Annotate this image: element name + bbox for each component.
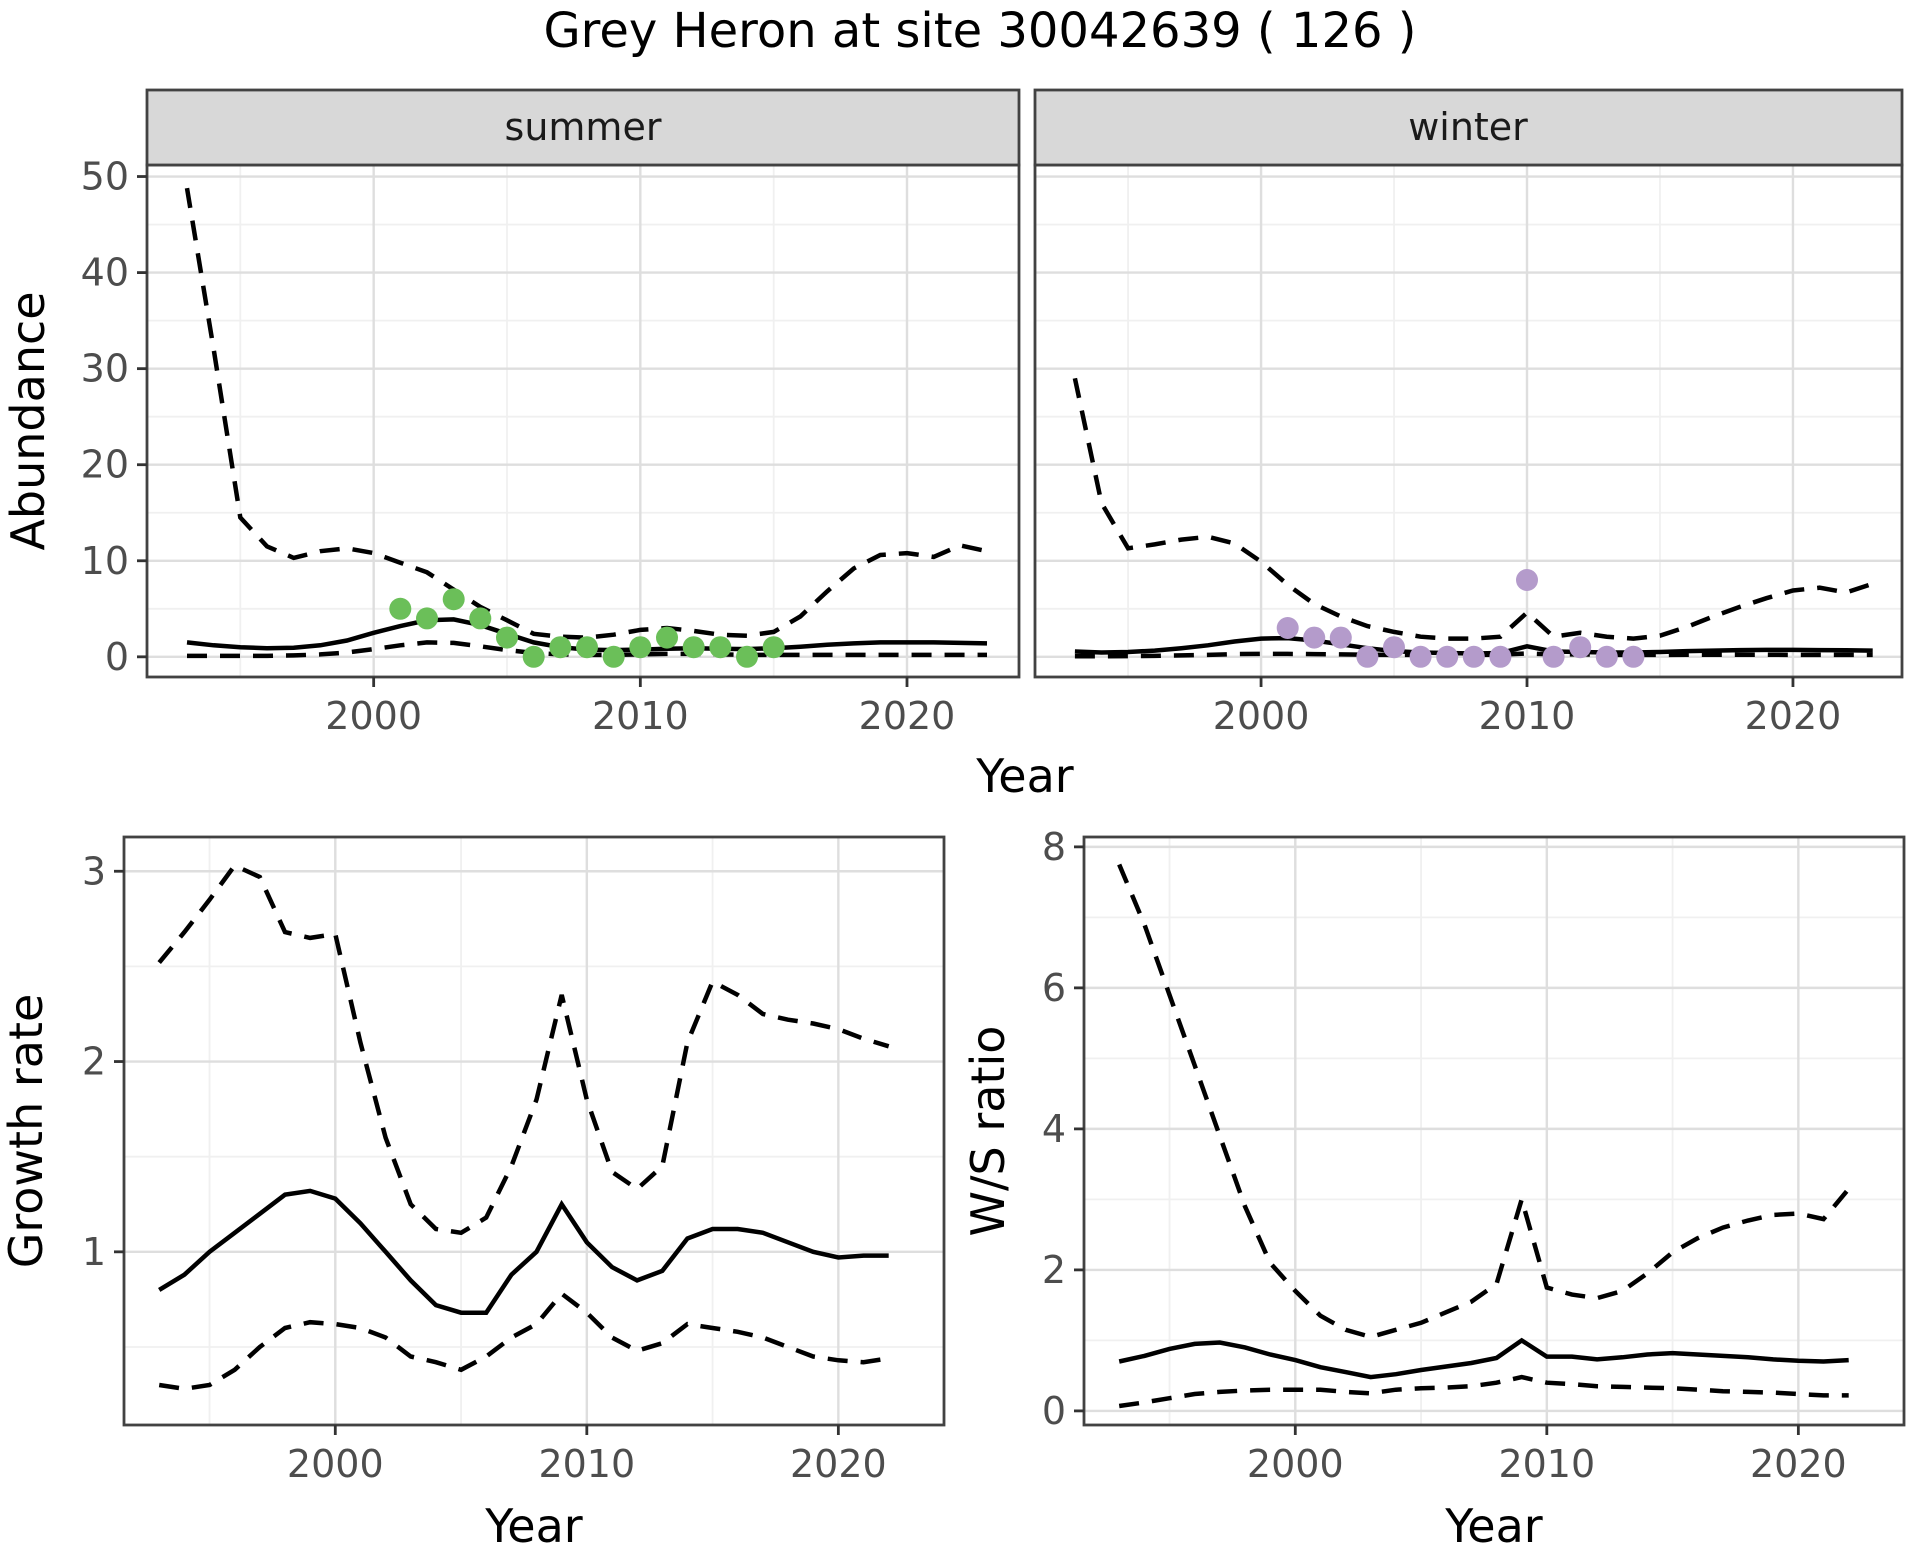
- obs-point-summer: [469, 607, 492, 630]
- x-tick-label: 2010: [1479, 694, 1576, 738]
- obs-point-summer: [682, 636, 705, 659]
- x-tick-label: 2020: [790, 1442, 887, 1486]
- obs-point-summer: [496, 626, 518, 649]
- series-upper_95ci-winter: [1072, 377, 1874, 641]
- facet-strip-summer: [145, 88, 1021, 167]
- series-lower_95ci-growth_rate: [158, 1290, 890, 1392]
- obs-point-winter: [1462, 645, 1485, 668]
- figure-title: Grey Heron at site 30042639 ( 126 ): [543, 3, 1416, 59]
- series-upper_95ci-summer: [184, 187, 988, 640]
- obs-point-summer: [736, 645, 758, 668]
- obs-point-summer: [656, 626, 678, 649]
- y-tick-label: 0: [105, 635, 129, 679]
- obs-point-winter: [1409, 645, 1432, 668]
- obs-point-winter: [1303, 626, 1326, 649]
- panel-border: [1082, 835, 1906, 1427]
- obs-point-winter: [1622, 645, 1645, 668]
- obs-point-summer: [602, 645, 625, 668]
- obs-point-winter: [1595, 645, 1618, 668]
- obs-point-summer: [709, 636, 732, 659]
- x-tick-label: 2020: [859, 694, 956, 738]
- panel-background: [1035, 165, 1902, 677]
- obs-point-winter: [1542, 645, 1565, 668]
- panel-background: [124, 837, 944, 1425]
- panel-ws_ratio: 2000 2010 2020 0 2 4 6 8: [1042, 825, 1906, 1486]
- obs-point-summer: [549, 636, 572, 659]
- obs-point-summer: [442, 588, 465, 611]
- obs-point-summer: [762, 636, 785, 659]
- obs-point-summer: [576, 636, 598, 659]
- obs-point-summer: [416, 607, 438, 630]
- y-tick-label: 20: [81, 443, 129, 487]
- x-tick-label: 2000: [287, 1442, 384, 1486]
- y-axis-title-abundance: Abundance: [1, 291, 55, 550]
- y-axis-title-ws-ratio: W/S ratio: [961, 1026, 1015, 1237]
- y-axis-title-growth-rate: Growth rate: [0, 994, 53, 1269]
- y-tick-label: 6: [1042, 966, 1066, 1010]
- obs-point-winter: [1329, 626, 1352, 649]
- y-tick-label: 2: [82, 1040, 106, 1084]
- panel-background: [147, 165, 1019, 677]
- obs-point-summer: [629, 636, 652, 659]
- series-fit-growth_rate: [158, 1188, 889, 1315]
- y-tick-label: 1: [82, 1230, 106, 1274]
- y-tick-label: 4: [1042, 1107, 1066, 1151]
- series-upper_95ci-growth_rate: [157, 862, 890, 1236]
- x-axis-title-top-year: Year: [975, 749, 1073, 803]
- facet-strip-winter: [1033, 88, 1904, 167]
- panel-summer: 2000 2010 2020 0 10 20 30 40 50: [81, 88, 1021, 738]
- panel-background: [1084, 837, 1904, 1425]
- x-tick-label: 2010: [592, 694, 689, 738]
- facet-strip-label-winter: winter: [1408, 105, 1528, 149]
- x-tick-label: 2020: [1750, 1442, 1847, 1486]
- series-upper_95ci-ws_ratio: [1117, 863, 1851, 1340]
- y-tick-label: 0: [1042, 1389, 1066, 1433]
- obs-point-winter: [1356, 645, 1379, 668]
- obs-point-winter: [1569, 636, 1592, 659]
- panel-winter: 2000 2010 2020: [1033, 88, 1904, 738]
- obs-point-winter: [1489, 645, 1512, 668]
- y-tick-label: 2: [1042, 1248, 1066, 1292]
- x-tick-label: 2010: [538, 1442, 635, 1486]
- facet-strip-label-summer: summer: [505, 105, 662, 149]
- obs-point-winter: [1276, 617, 1299, 639]
- panel-growth_rate: 2000 2010 2020 1 2 3: [82, 835, 946, 1486]
- series-lower_95ci-ws_ratio: [1118, 1374, 1849, 1409]
- x-tick-label: 2000: [1247, 1442, 1344, 1486]
- y-tick-label: 50: [81, 155, 129, 199]
- x-tick-label: 2010: [1498, 1442, 1595, 1486]
- y-tick-label: 8: [1042, 825, 1066, 869]
- y-tick-label: 10: [81, 539, 129, 583]
- obs-point-winter: [1383, 636, 1405, 659]
- x-axis-title-growth-year: Year: [484, 1499, 582, 1553]
- x-tick-label: 2000: [325, 694, 422, 738]
- obs-point-winter: [1436, 645, 1459, 668]
- x-axis-title-ws-year: Year: [1444, 1499, 1542, 1553]
- obs-point-summer: [389, 597, 412, 620]
- y-tick-label: 40: [81, 251, 129, 295]
- obs-point-winter: [1516, 569, 1538, 591]
- y-tick-label: 30: [81, 347, 129, 391]
- series-fit-ws_ratio: [1118, 1337, 1849, 1380]
- panel-border: [122, 835, 946, 1427]
- y-tick-label: 3: [82, 849, 106, 893]
- x-tick-label: 2000: [1213, 694, 1310, 738]
- obs-point-summer: [522, 645, 545, 668]
- x-tick-label: 2020: [1745, 694, 1842, 738]
